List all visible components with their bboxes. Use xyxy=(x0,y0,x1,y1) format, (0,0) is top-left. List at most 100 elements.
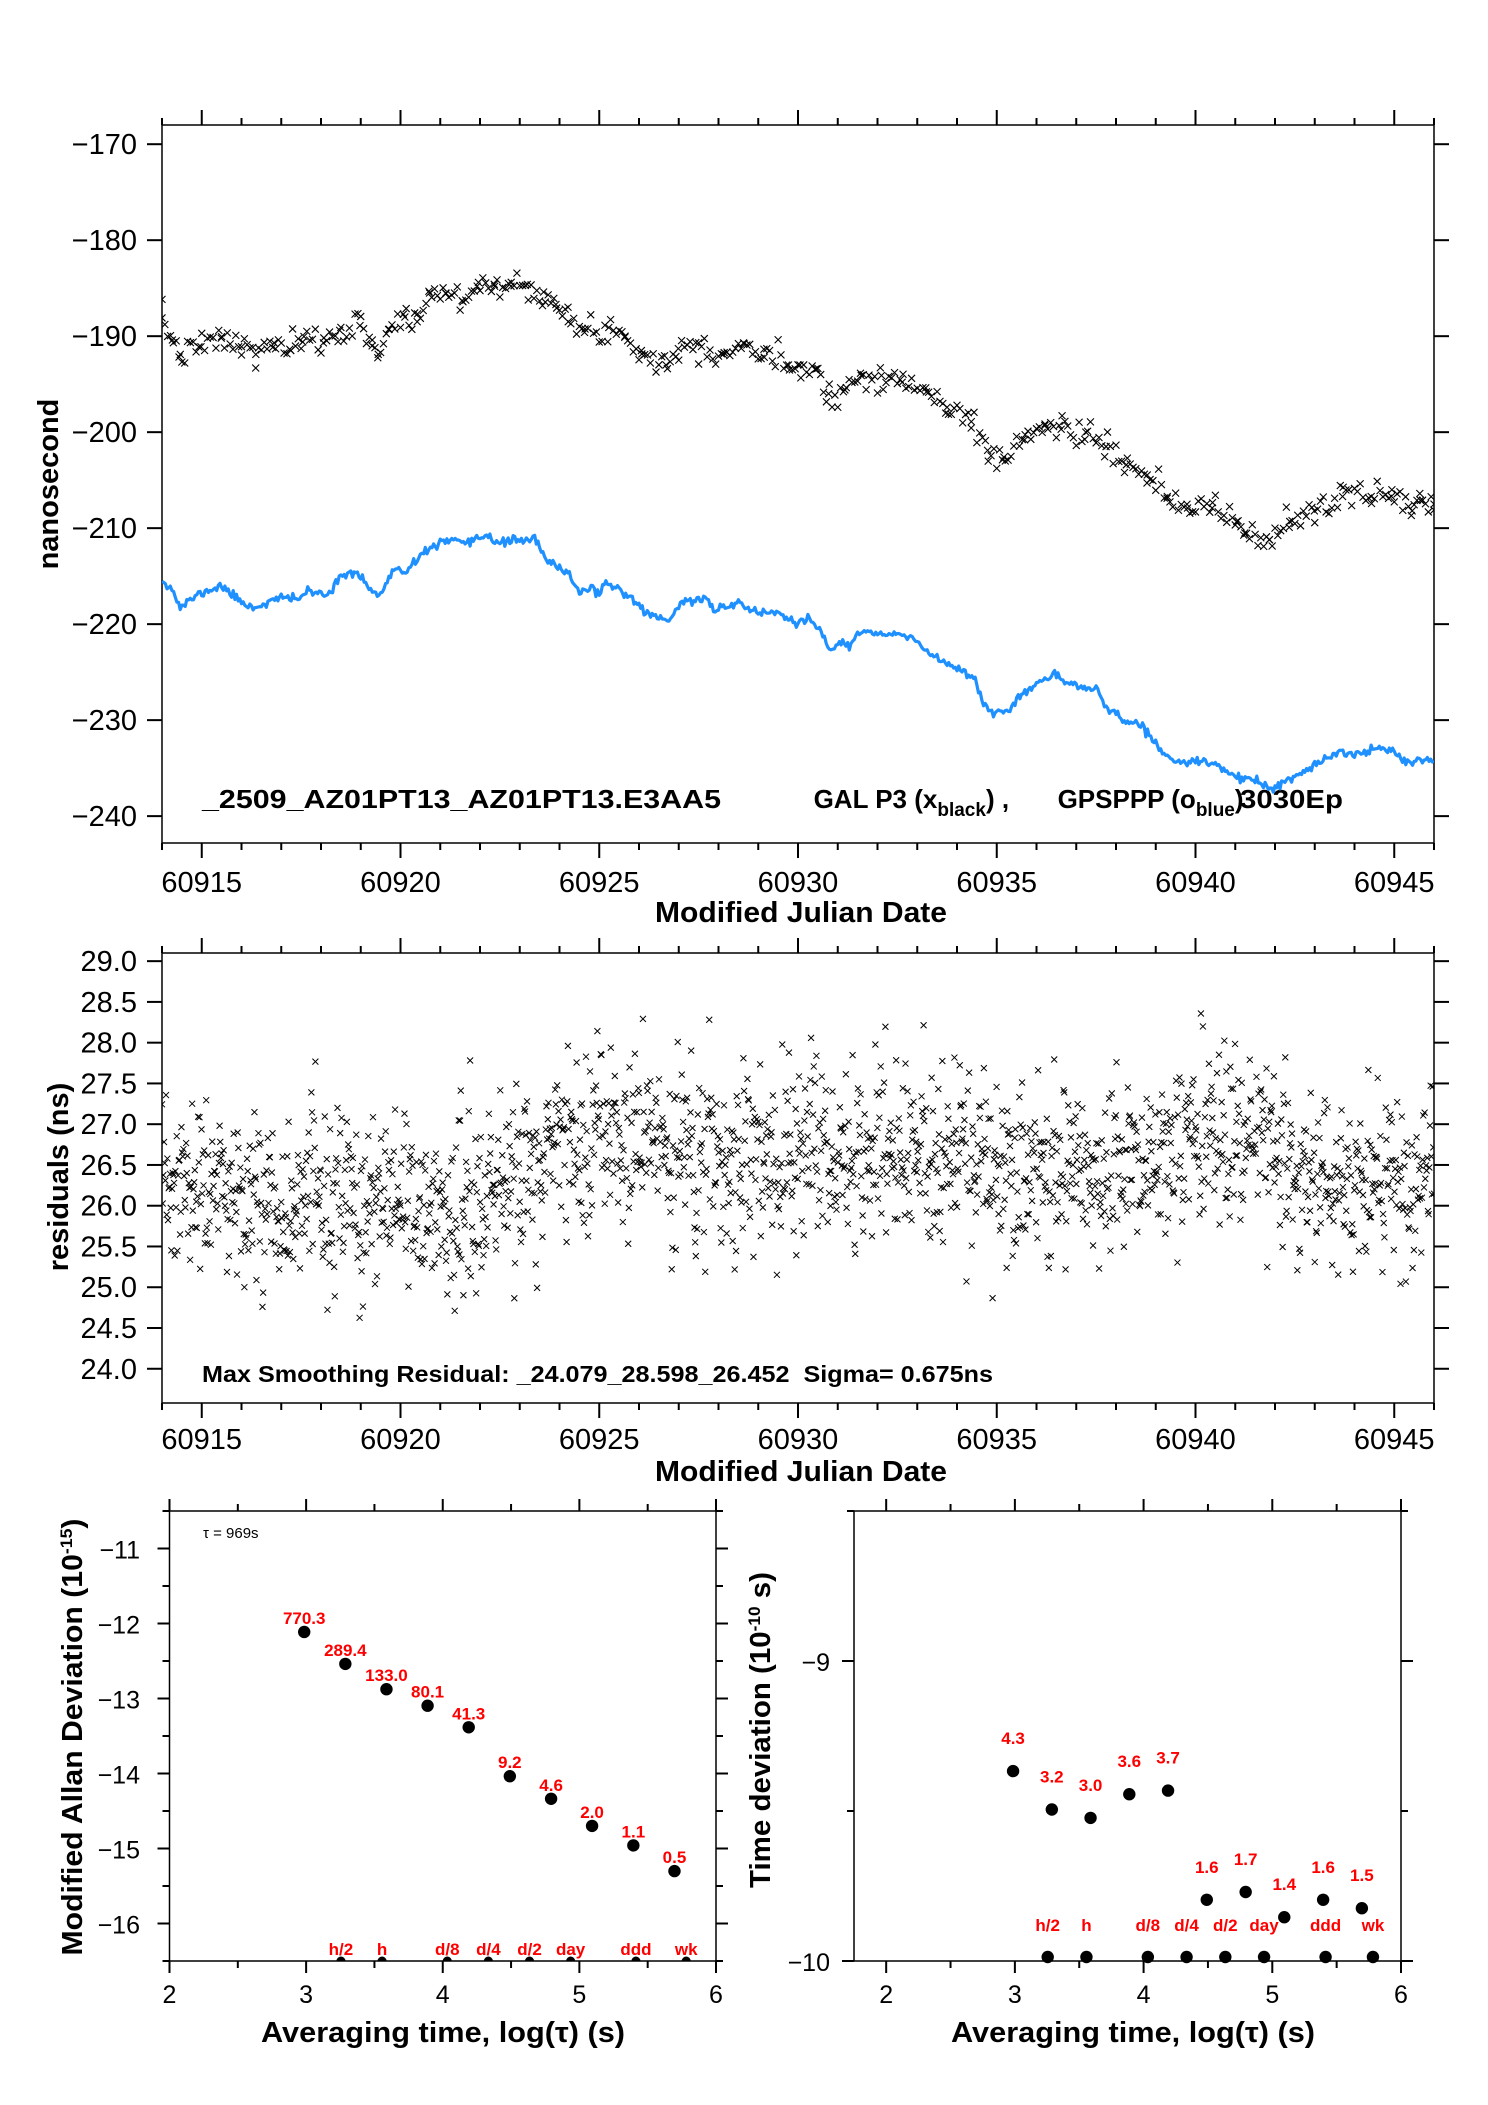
residual-point xyxy=(1298,1162,1305,1170)
residual-point xyxy=(364,1132,372,1140)
gal-p3-point xyxy=(407,325,416,334)
gal-p3-point xyxy=(1024,427,1032,436)
residual-point xyxy=(1229,1163,1236,1171)
residual-point xyxy=(525,1129,533,1137)
residual-point xyxy=(585,1181,593,1188)
residual-point xyxy=(168,1247,175,1254)
gal-p3-point xyxy=(717,349,726,358)
residual-point xyxy=(333,1180,341,1187)
residual-point xyxy=(377,1135,385,1142)
residual-point xyxy=(306,1152,314,1160)
residual-point xyxy=(639,1015,647,1023)
residual-point xyxy=(1167,1139,1175,1147)
residual-point xyxy=(793,1120,801,1127)
residual-point xyxy=(506,1209,514,1217)
gal-p3-point xyxy=(1398,506,1407,515)
residual-point xyxy=(769,1092,777,1099)
gal-p3-point xyxy=(384,325,393,334)
time-marker-label: d/8 xyxy=(1136,1916,1161,1935)
residual-point xyxy=(1154,1211,1162,1218)
residual-point xyxy=(345,1145,353,1153)
residual-point xyxy=(1208,1083,1215,1091)
residual-point xyxy=(287,1217,294,1225)
gal-p3-point xyxy=(1163,492,1172,501)
data-point-label: 2.0 xyxy=(580,1803,604,1822)
residual-point xyxy=(969,1130,977,1138)
residual-point xyxy=(707,1106,714,1114)
y-tick-label: −15 xyxy=(98,1837,140,1865)
gal-p3-point xyxy=(1063,422,1072,430)
residual-point xyxy=(614,1199,622,1206)
residual-point xyxy=(819,1212,826,1220)
residual-point xyxy=(239,1187,246,1195)
residual-point xyxy=(334,1104,341,1112)
residual-point xyxy=(1068,1194,1075,1202)
gal-p3-point xyxy=(1007,452,1015,461)
residual-point xyxy=(390,1148,398,1155)
residual-point xyxy=(204,1151,212,1159)
y-tick-label: −190 xyxy=(72,321,137,353)
gal-p3-point xyxy=(1410,500,1419,509)
gal-p3-point xyxy=(825,380,834,389)
x-tick-label: 6 xyxy=(709,1981,723,2009)
residual-point xyxy=(1328,1173,1335,1181)
residual-point xyxy=(848,1157,856,1165)
residual-point xyxy=(1307,1089,1315,1097)
residual-point xyxy=(916,1189,924,1197)
residual-point xyxy=(1181,1105,1189,1113)
residual-point xyxy=(739,1224,747,1232)
residual-point xyxy=(592,1126,599,1133)
gal-p3-point xyxy=(453,283,462,291)
gal-p3-point xyxy=(400,313,409,321)
gal-p3-point xyxy=(731,344,740,353)
residual-point xyxy=(196,1265,204,1273)
residual-point xyxy=(1244,1115,1252,1123)
residual-point xyxy=(857,1172,865,1180)
residual-point xyxy=(807,1034,815,1042)
residual-point xyxy=(959,1125,967,1133)
residual-point xyxy=(222,1207,230,1214)
time-marker-dot xyxy=(1080,1950,1093,1964)
residual-point xyxy=(225,1252,233,1260)
residual-point xyxy=(1408,1142,1416,1149)
time-marker-label: h xyxy=(1081,1916,1091,1935)
residual-point xyxy=(1221,1131,1229,1139)
residual-point xyxy=(403,1120,410,1128)
gal-p3-point xyxy=(857,371,866,380)
residual-point xyxy=(770,1179,778,1187)
residual-point xyxy=(703,1095,711,1103)
residual-point xyxy=(387,1234,394,1241)
residual-point xyxy=(570,1146,578,1154)
gal-p3-point xyxy=(209,333,217,342)
residual-point xyxy=(355,1228,363,1236)
residual-point xyxy=(465,1107,473,1115)
residual-point xyxy=(961,1116,968,1124)
residual-point xyxy=(196,1113,203,1121)
data-point xyxy=(503,1770,517,1783)
residual-point xyxy=(983,1197,991,1205)
residual-point xyxy=(745,1096,753,1104)
residual-point xyxy=(930,1222,938,1230)
residual-point xyxy=(855,1121,863,1129)
residual-point xyxy=(899,1084,907,1092)
residual-point xyxy=(524,1208,532,1215)
residual-point xyxy=(801,1085,809,1092)
residual-point xyxy=(453,1224,461,1232)
residual-point xyxy=(1382,1104,1390,1112)
residual-point xyxy=(1177,1152,1185,1160)
residual-point xyxy=(849,1051,856,1059)
residual-point xyxy=(1056,1136,1064,1144)
residual-point xyxy=(826,1167,834,1175)
residual-point xyxy=(553,1082,561,1089)
residual-point xyxy=(654,1187,662,1194)
gal-p3-point xyxy=(1290,519,1299,528)
gal-p3-point xyxy=(708,355,717,363)
residual-point xyxy=(211,1168,219,1175)
residual-point xyxy=(1263,1065,1270,1072)
residual-point xyxy=(1222,1194,1230,1202)
residual-point xyxy=(1119,1195,1126,1203)
residual-point xyxy=(1198,1142,1206,1150)
residual-point xyxy=(203,1224,211,1232)
residual-point xyxy=(1351,1181,1359,1189)
gal-p3-point xyxy=(1214,507,1223,516)
